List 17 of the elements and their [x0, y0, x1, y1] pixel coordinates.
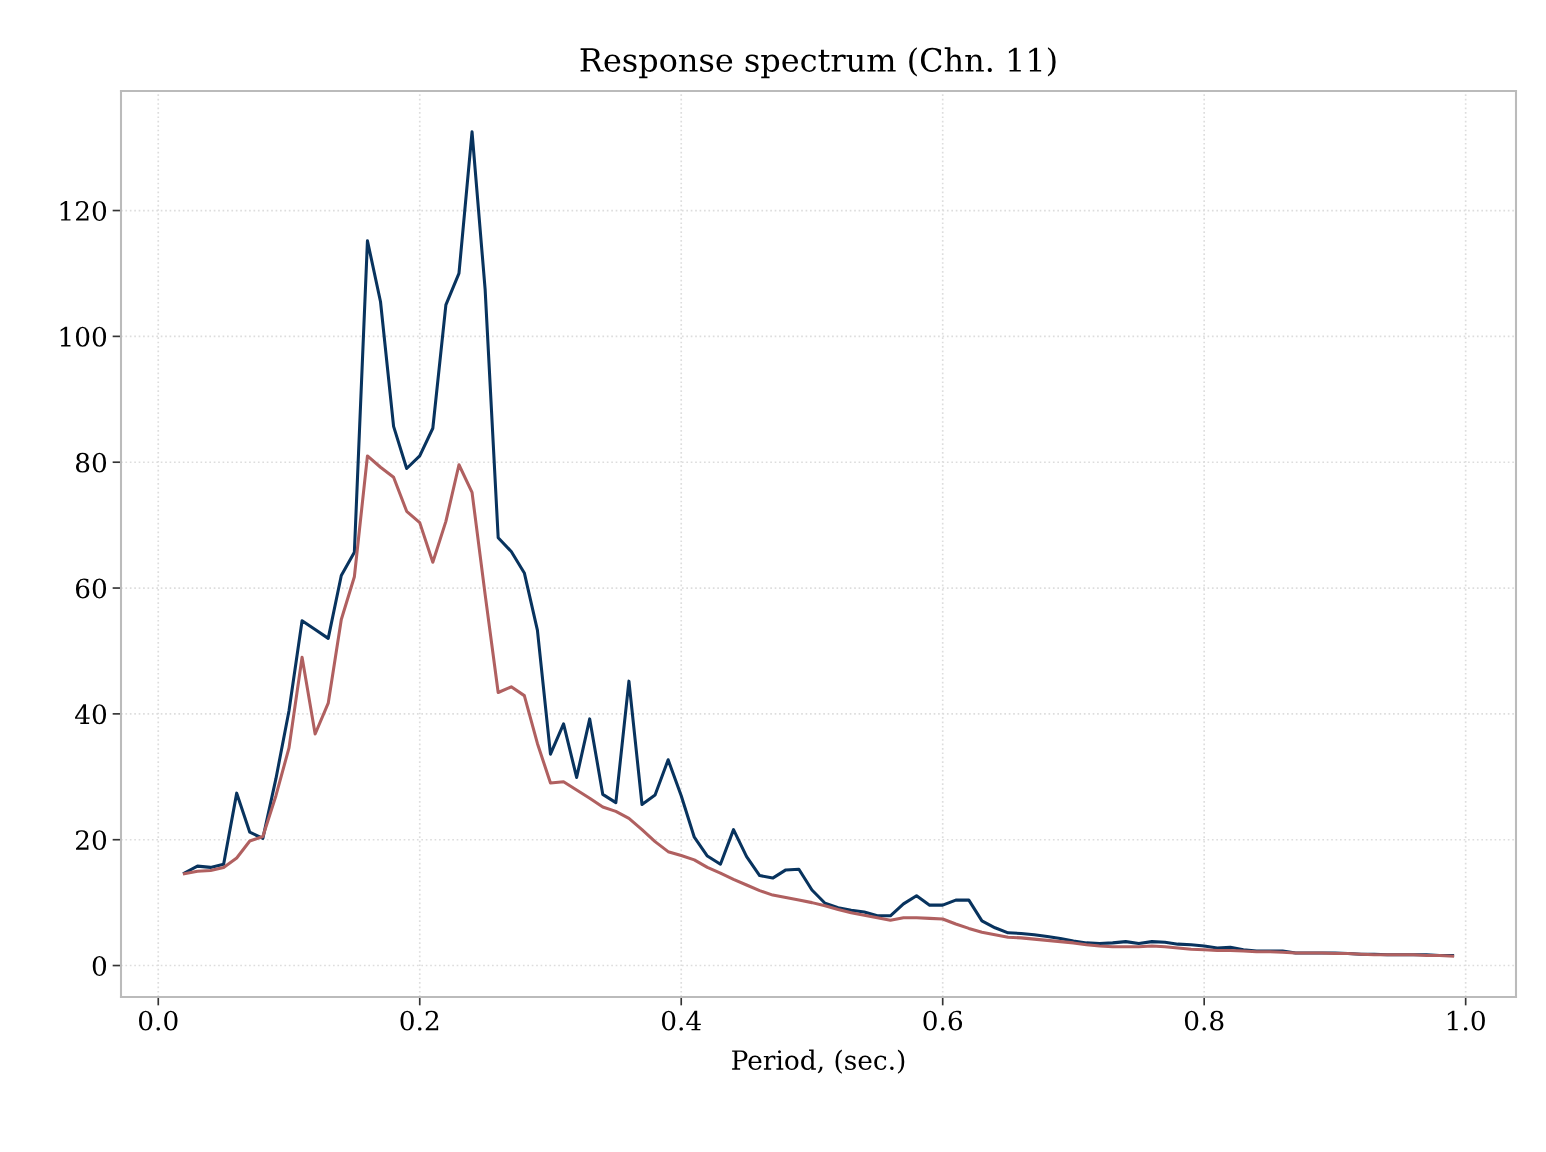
y-tick-label: 120	[60, 200, 107, 221]
y-tick-label: 40	[75, 704, 107, 725]
line-series	[182, 130, 1455, 957]
line-series	[182, 454, 1455, 958]
y-tick-label: 80	[75, 452, 107, 473]
y-tick-label: 0	[92, 955, 107, 976]
x-axis-title: Period, (sec.)	[732, 1049, 905, 1074]
x-tick-label: 0.4	[661, 1010, 701, 1031]
x-tick-label: 0.8	[1184, 1010, 1224, 1031]
x-tick-label: 0.0	[139, 1010, 178, 1031]
y-tick-label: 100	[60, 326, 107, 347]
x-tick-label: 0.2	[400, 1010, 439, 1031]
x-tick-label: 0.6	[923, 1010, 963, 1031]
chart-title: Response spectrum (Chn. 11)	[580, 47, 1056, 79]
x-tick-label: 1.0	[1447, 1010, 1485, 1031]
y-tick-label: 60	[75, 578, 107, 599]
y-tick-label: 20	[76, 830, 107, 851]
